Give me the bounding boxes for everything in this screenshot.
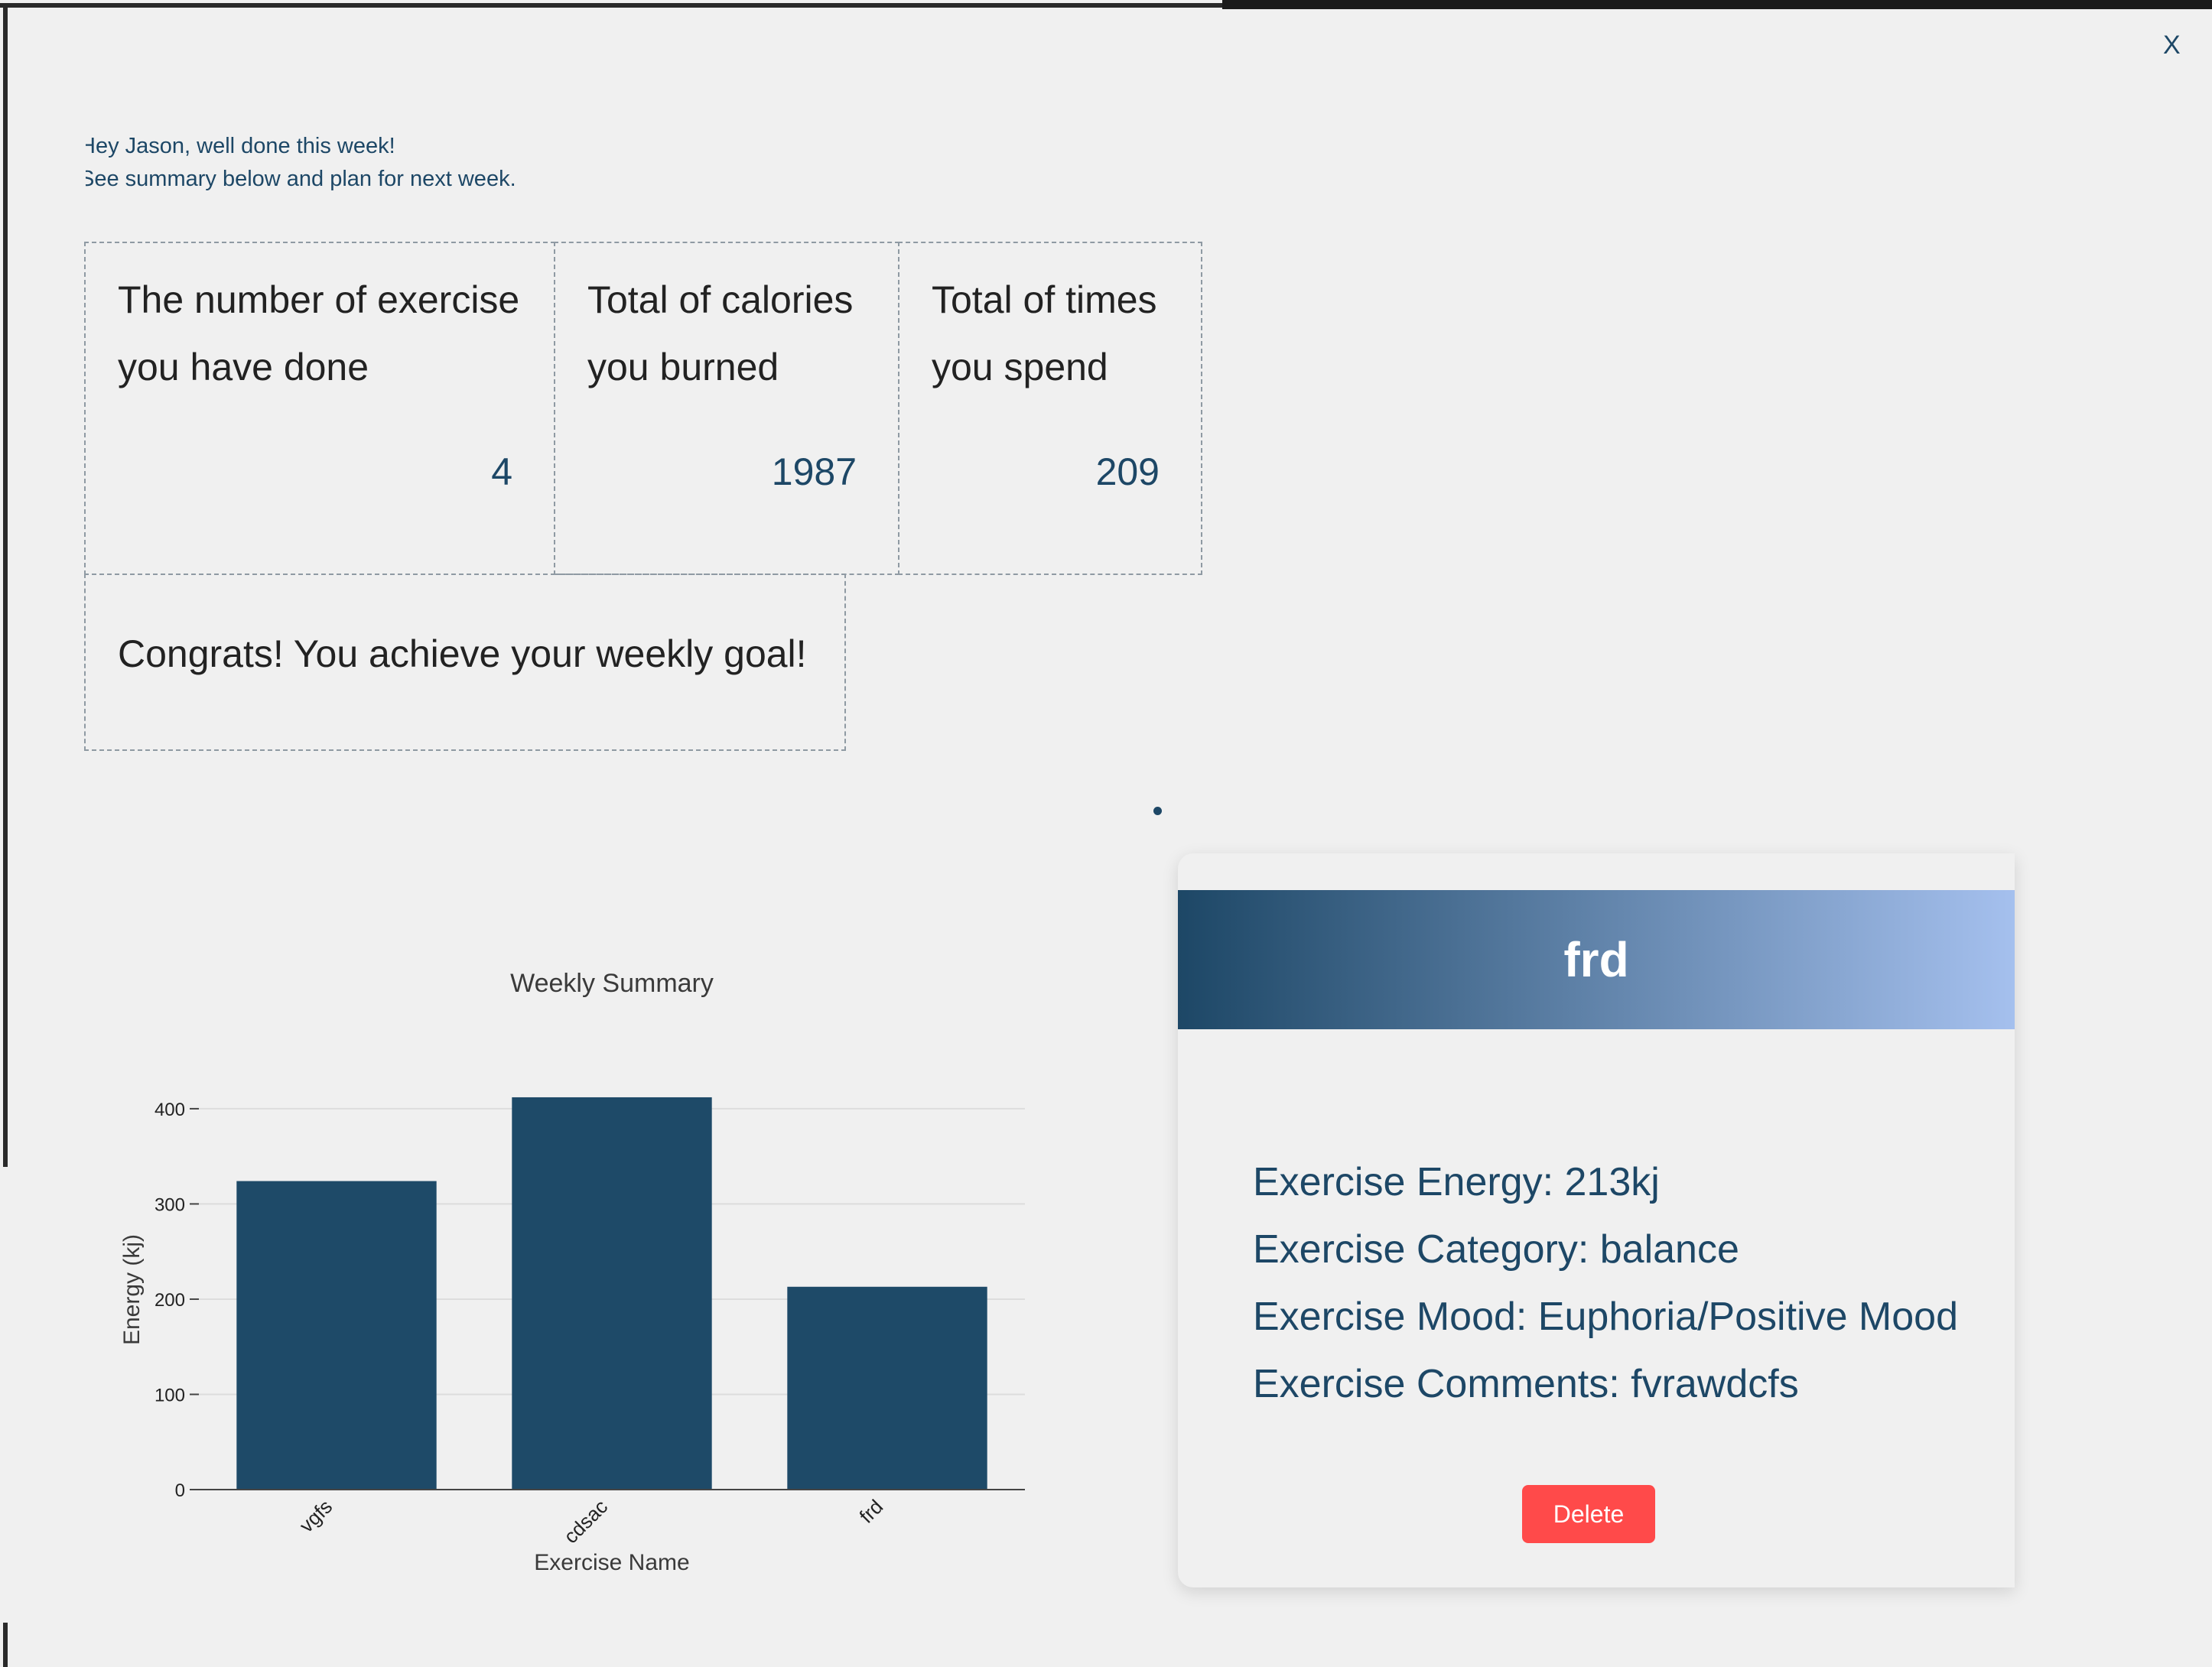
stat-value: 209: [1095, 450, 1160, 493]
exercise-detail-card: frd Exercise Energy: 213kj Exercise Cate…: [1178, 853, 2015, 1587]
stat-label-line: The number of exercise: [118, 278, 520, 321]
stat-label-line: you spend: [932, 346, 1108, 388]
stat-card-exercise-count: The number of exercise you have done 4: [84, 242, 555, 575]
y-tick-label: 400: [155, 1100, 185, 1120]
detail-category: Exercise Category: balance: [1253, 1227, 1739, 1272]
detail-comments: Exercise Comments: fvrawdcfs: [1253, 1362, 1799, 1406]
goal-message: Congrats! You achieve your weekly goal!: [118, 632, 807, 675]
detail-energy: Exercise Energy: 213kj: [1253, 1160, 1660, 1204]
window-frame-top: [0, 3, 1222, 8]
stat-label-line: you burned: [587, 346, 779, 388]
window-frame-top-dark: [1222, 0, 2212, 9]
detail-header: frd: [1178, 890, 2015, 1029]
x-tick-label: vgfs: [294, 1495, 337, 1537]
bar-vgfs: [236, 1181, 437, 1490]
greeting-line-1: Hey Jason, well done this week!: [86, 134, 395, 158]
x-tick-label: frd: [855, 1495, 888, 1528]
window-frame-left: [3, 3, 8, 1167]
close-button[interactable]: X: [2163, 31, 2181, 60]
goal-card: Congrats! You achieve your weekly goal!: [84, 574, 846, 751]
x-axis-label: Exercise Name: [534, 1550, 689, 1575]
stat-label-line: you have done: [118, 346, 369, 388]
stat-value: 4: [491, 450, 512, 493]
bar-frd: [787, 1286, 987, 1490]
y-tick-label: 0: [175, 1480, 185, 1501]
y-axis-label: Energy (kj): [119, 1234, 145, 1345]
stat-label: Total of calories you burned: [587, 266, 853, 401]
detail-lines: Exercise Energy: 213kj Exercise Category…: [1253, 1149, 1958, 1418]
stat-card-times: Total of times you spend 209: [898, 242, 1202, 575]
stat-label-line: Total of calories: [587, 278, 854, 321]
stat-label: The number of exercise you have done: [118, 266, 519, 401]
stat-label-line: Total of times: [932, 278, 1157, 321]
weekly-summary-chart: Weekly Summary 0 100 200 300 400 vgfs cdsac frd E…: [119, 969, 1025, 1575]
x-tick-label: cdsac: [559, 1495, 612, 1548]
stat-label: Total of times you spend: [932, 266, 1157, 401]
bullet-dot: [1153, 807, 1162, 815]
delete-button[interactable]: Delete: [1522, 1485, 1655, 1543]
y-tick-label: 300: [155, 1194, 185, 1215]
greeting: Hey Jason, well done this week! See summ…: [86, 130, 774, 196]
y-tick-label: 200: [155, 1290, 185, 1311]
detail-mood: Exercise Mood: Euphoria/Positive Mood: [1253, 1295, 1959, 1339]
window-frame-corner: [3, 1623, 8, 1667]
detail-title: frd: [1563, 932, 1629, 987]
bar-cdsac: [512, 1097, 712, 1490]
y-tick-label: 100: [155, 1385, 185, 1405]
greeting-line-2: See summary below and plan for next week…: [86, 167, 516, 191]
stat-card-calories: Total of calories you burned 1987: [554, 242, 899, 575]
chart-title: Weekly Summary: [510, 969, 714, 998]
stat-value: 1987: [771, 450, 857, 493]
